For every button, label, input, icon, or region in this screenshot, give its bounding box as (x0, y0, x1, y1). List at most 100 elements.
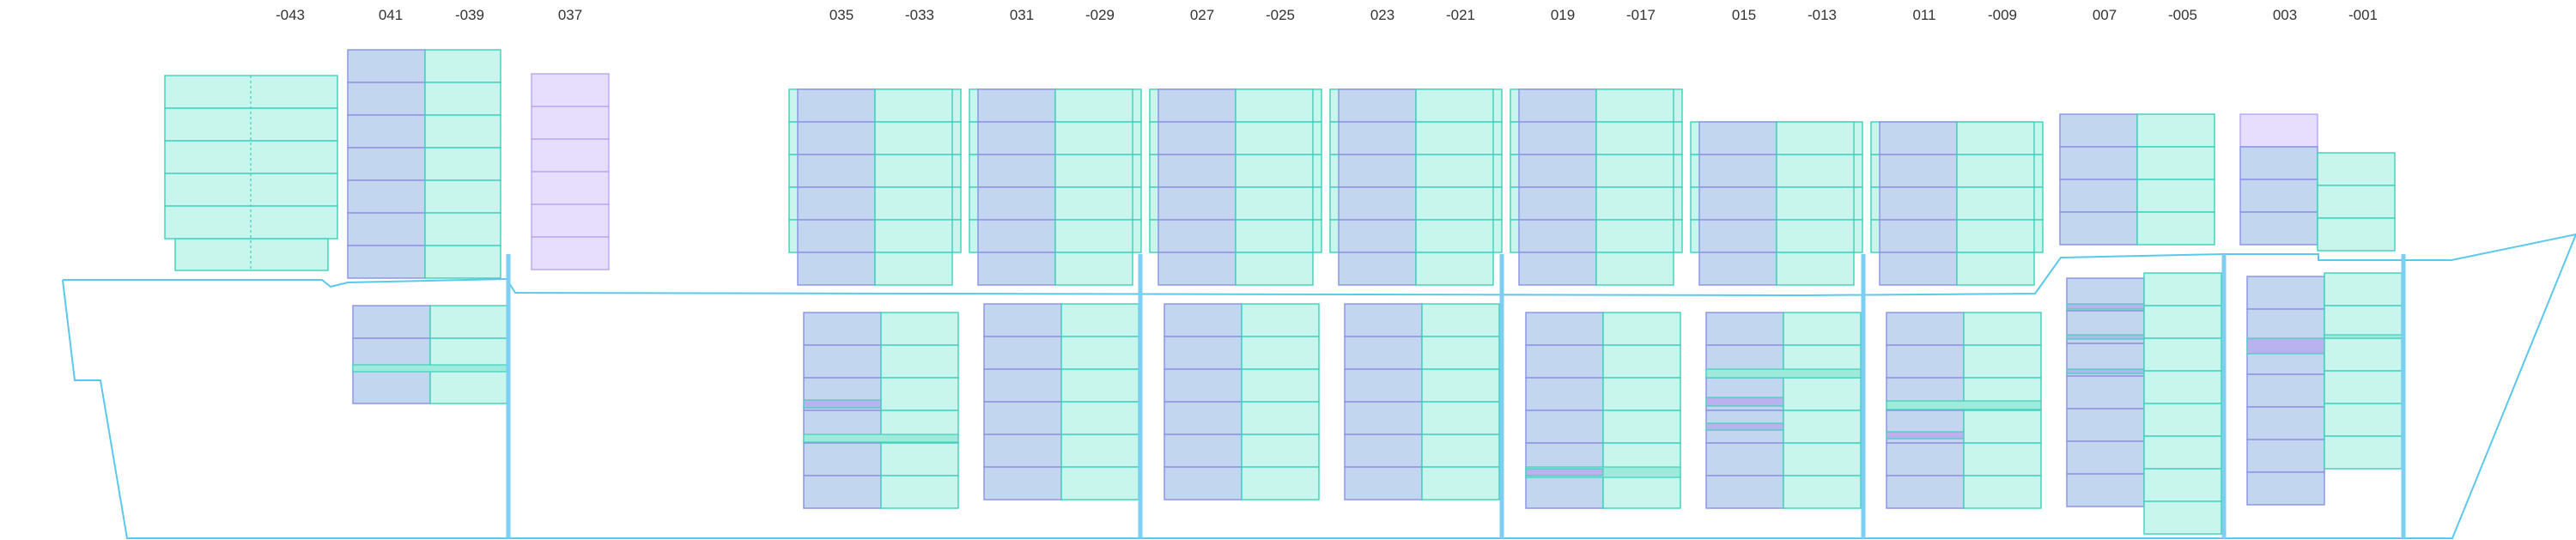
container-cell (1235, 219, 1314, 253)
container-cell (1525, 312, 1604, 346)
container-cell (347, 114, 426, 149)
container-cell (1595, 88, 1674, 123)
container-cell (2324, 337, 2403, 372)
container-cell (174, 238, 329, 271)
container-cell (2317, 152, 2396, 186)
highlight-band (352, 364, 508, 373)
container-cell (1886, 312, 1965, 346)
bay-label: 007 (2093, 7, 2117, 23)
container-cell (2136, 146, 2215, 180)
container-cell (347, 179, 426, 214)
container-cell (2143, 305, 2222, 339)
container-cell (2066, 473, 2145, 507)
container-cell (2246, 373, 2325, 408)
container-cell (2059, 179, 2138, 213)
container-cell (1163, 401, 1242, 435)
highlight-band (2066, 368, 2145, 374)
container-cell (1963, 442, 2042, 476)
container-cell (2143, 272, 2222, 306)
container-cell (1963, 475, 2042, 509)
container-cell (1054, 88, 1133, 123)
bay-label: -009 (1988, 7, 2017, 23)
bay-label: 023 (1370, 7, 1394, 23)
container-cell (1956, 252, 2035, 286)
container-cell (1525, 344, 1604, 379)
container-cell (1602, 344, 1681, 379)
container-cell (977, 252, 1056, 286)
container-cell (1595, 186, 1674, 221)
container-cell (1518, 186, 1597, 221)
container-cell (1595, 252, 1674, 286)
container-cell (797, 219, 876, 253)
container-cell (803, 442, 882, 476)
container-cell (1157, 219, 1236, 253)
container-cell (1698, 252, 1777, 286)
container-cell (797, 186, 876, 221)
container-cell (1060, 336, 1139, 370)
container-cell (2246, 276, 2325, 310)
container-cell (531, 73, 610, 107)
container-cell (1163, 336, 1242, 370)
container-cell (1421, 434, 1500, 468)
highlight-band (803, 399, 882, 409)
container-cell (874, 186, 953, 221)
container-cell (1241, 434, 1320, 468)
container-cell (1602, 475, 1681, 509)
container-cell (1963, 344, 2042, 379)
container-cell (874, 252, 953, 286)
highlight-band (1886, 400, 2042, 410)
container-cell (1698, 154, 1777, 188)
container-cell (2317, 217, 2396, 252)
container-cell (1886, 475, 1965, 509)
container-cell (983, 336, 1062, 370)
container-cell (531, 138, 610, 173)
container-cell (1344, 434, 1423, 468)
container-cell (1344, 303, 1423, 337)
container-cell (347, 82, 426, 116)
container-cell (1602, 410, 1681, 444)
container-cell (1060, 434, 1139, 468)
container-cell (2246, 308, 2325, 343)
container-cell (1879, 252, 1958, 286)
container-cell (1595, 154, 1674, 188)
container-cell (531, 106, 610, 140)
container-cell (1415, 219, 1494, 253)
container-cell (1235, 154, 1314, 188)
container-cell (424, 49, 501, 83)
container-cell (2066, 440, 2145, 475)
container-cell (797, 121, 876, 155)
container-cell (1783, 410, 1862, 444)
container-cell (424, 82, 501, 116)
container-cell (1879, 121, 1958, 155)
container-cell (1421, 401, 1500, 435)
hull (62, 233, 2576, 539)
container-cell (1054, 252, 1133, 286)
container-cell (874, 219, 953, 253)
container-cell (1235, 252, 1314, 286)
bay-label: -029 (1085, 7, 1115, 23)
bulkhead (1499, 254, 1504, 538)
container-cell (424, 179, 501, 214)
container-cell (1421, 303, 1500, 337)
container-cell (1344, 401, 1423, 435)
container-cell (531, 171, 610, 205)
container-cell (874, 154, 953, 188)
container-cell (2066, 375, 2145, 410)
container-cell (977, 186, 1056, 221)
bay-label: -013 (1807, 7, 1837, 23)
container-cell (983, 401, 1062, 435)
container-cell (1886, 442, 1965, 476)
bay-label: -021 (1446, 7, 1475, 23)
bay-label: 003 (2273, 7, 2297, 23)
bay-label: -001 (2348, 7, 2378, 23)
container-cell (2239, 179, 2318, 213)
container-cell (2143, 337, 2222, 372)
bay-label: 037 (558, 7, 582, 23)
container-cell (1776, 121, 1855, 155)
container-cell (1060, 368, 1139, 403)
container-cell (531, 203, 610, 238)
container-cell (2059, 211, 2138, 246)
container-cell (1338, 88, 1417, 123)
bulkhead (1138, 254, 1143, 538)
container-cell (1602, 377, 1681, 411)
